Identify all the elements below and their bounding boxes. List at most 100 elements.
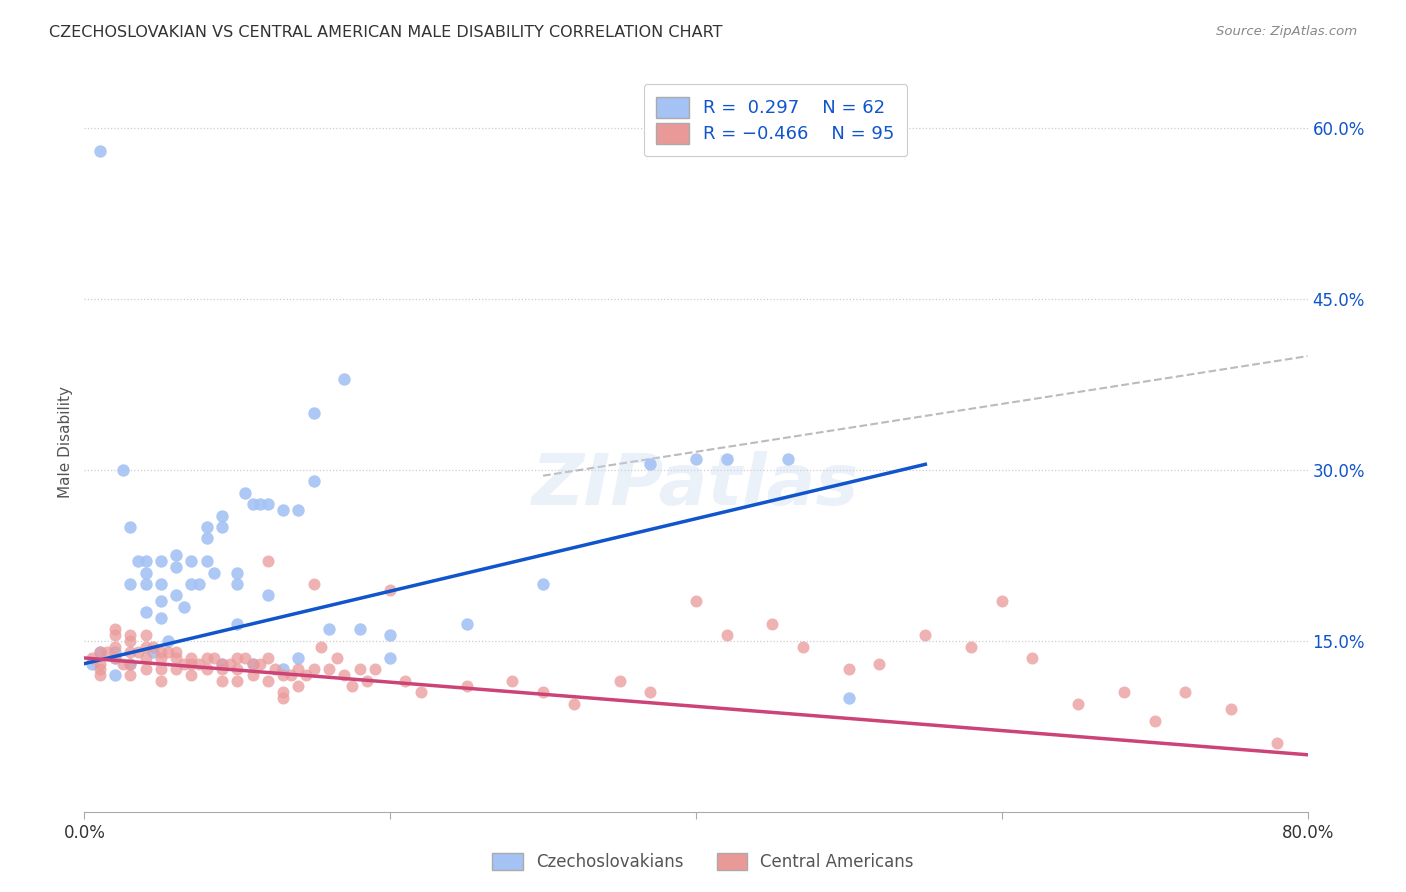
Point bbox=[638, 458, 661, 472]
Point bbox=[685, 451, 707, 466]
Point bbox=[135, 628, 157, 642]
Point bbox=[325, 651, 347, 665]
Point bbox=[202, 651, 225, 665]
Point bbox=[165, 662, 187, 676]
Point bbox=[1220, 702, 1243, 716]
Point bbox=[356, 673, 378, 688]
Point bbox=[195, 520, 218, 534]
Point bbox=[195, 532, 218, 546]
Point bbox=[89, 144, 111, 158]
Point bbox=[226, 651, 249, 665]
Point bbox=[180, 668, 202, 682]
Point bbox=[226, 577, 249, 591]
Point bbox=[1174, 685, 1197, 699]
Point bbox=[135, 640, 157, 654]
Point bbox=[1067, 697, 1090, 711]
Point bbox=[211, 508, 233, 523]
Point bbox=[149, 554, 172, 568]
Point bbox=[135, 566, 157, 580]
Point bbox=[120, 633, 142, 648]
Point bbox=[242, 657, 264, 671]
Point bbox=[242, 668, 264, 682]
Point bbox=[716, 451, 738, 466]
Point bbox=[287, 662, 309, 676]
Point bbox=[1143, 714, 1166, 728]
Point bbox=[142, 640, 165, 654]
Point bbox=[195, 554, 218, 568]
Point bbox=[149, 662, 172, 676]
Point bbox=[502, 673, 524, 688]
Point bbox=[180, 554, 202, 568]
Point bbox=[104, 640, 127, 654]
Point bbox=[120, 577, 142, 591]
Point bbox=[173, 599, 195, 614]
Point bbox=[226, 673, 249, 688]
Point bbox=[318, 662, 340, 676]
Point bbox=[1265, 736, 1288, 750]
Point bbox=[394, 673, 416, 688]
Point bbox=[226, 566, 249, 580]
Point bbox=[233, 651, 256, 665]
Point bbox=[271, 690, 294, 705]
Point bbox=[149, 611, 172, 625]
Point bbox=[218, 657, 240, 671]
Point bbox=[318, 623, 340, 637]
Point bbox=[302, 406, 325, 420]
Point bbox=[120, 628, 142, 642]
Point bbox=[838, 662, 860, 676]
Text: ZIPatlas: ZIPatlas bbox=[533, 451, 859, 520]
Point bbox=[257, 673, 280, 688]
Point bbox=[991, 594, 1014, 608]
Point bbox=[257, 497, 280, 511]
Point bbox=[562, 697, 585, 711]
Point bbox=[302, 475, 325, 489]
Point bbox=[242, 657, 264, 671]
Point bbox=[211, 657, 233, 671]
Point bbox=[340, 680, 363, 694]
Point bbox=[120, 668, 142, 682]
Point bbox=[960, 640, 983, 654]
Point bbox=[104, 623, 127, 637]
Point bbox=[302, 577, 325, 591]
Point bbox=[531, 685, 554, 699]
Point bbox=[149, 645, 172, 659]
Point bbox=[280, 668, 302, 682]
Point bbox=[80, 657, 103, 671]
Point bbox=[157, 633, 180, 648]
Point bbox=[792, 640, 814, 654]
Point bbox=[349, 662, 371, 676]
Point bbox=[364, 662, 387, 676]
Point bbox=[287, 680, 309, 694]
Point bbox=[195, 662, 218, 676]
Point bbox=[211, 673, 233, 688]
Point bbox=[142, 645, 165, 659]
Point bbox=[287, 503, 309, 517]
Point bbox=[173, 657, 195, 671]
Point bbox=[716, 628, 738, 642]
Point bbox=[89, 657, 111, 671]
Point bbox=[89, 645, 111, 659]
Point bbox=[380, 582, 402, 597]
Point bbox=[149, 651, 172, 665]
Point bbox=[638, 685, 661, 699]
Point bbox=[211, 662, 233, 676]
Point bbox=[1114, 685, 1136, 699]
Point bbox=[869, 657, 891, 671]
Point bbox=[233, 485, 256, 500]
Point bbox=[609, 673, 631, 688]
Point bbox=[96, 645, 118, 659]
Point bbox=[531, 577, 554, 591]
Point bbox=[180, 577, 202, 591]
Point bbox=[157, 645, 180, 659]
Point bbox=[271, 662, 294, 676]
Point bbox=[333, 668, 356, 682]
Point bbox=[80, 651, 103, 665]
Point bbox=[257, 554, 280, 568]
Point bbox=[249, 497, 271, 511]
Point bbox=[333, 372, 356, 386]
Point bbox=[89, 662, 111, 676]
Point bbox=[271, 668, 294, 682]
Point bbox=[120, 657, 142, 671]
Legend: R =  0.297    N = 62, R = −0.466    N = 95: R = 0.297 N = 62, R = −0.466 N = 95 bbox=[644, 84, 907, 156]
Point bbox=[104, 651, 127, 665]
